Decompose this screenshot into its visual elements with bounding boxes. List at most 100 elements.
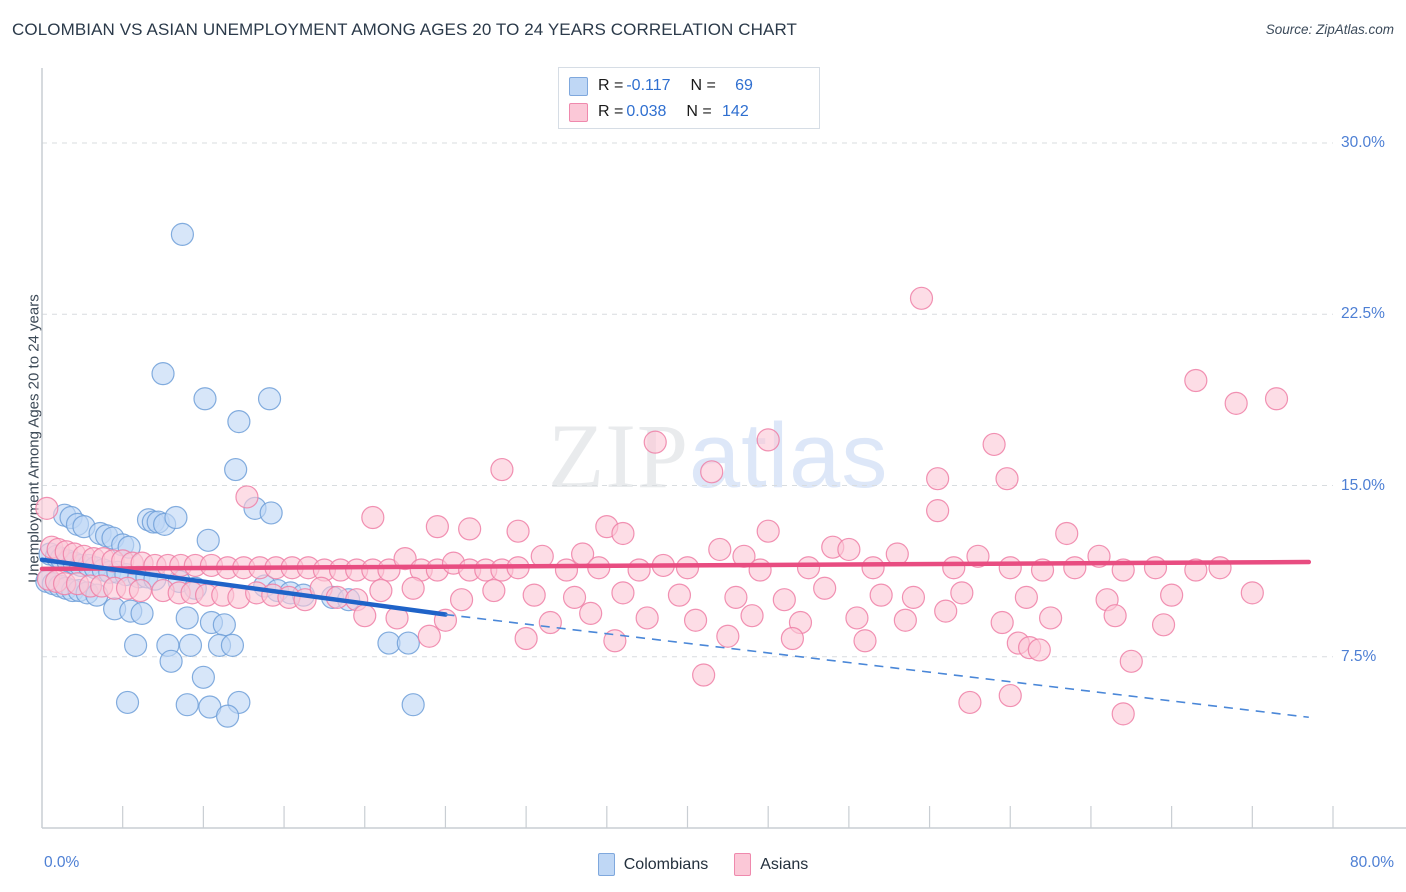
n-label-colombians: N = — [690, 77, 716, 94]
series-points-asians — [35, 286, 1289, 726]
data-point — [1055, 521, 1079, 546]
series-swatch-colombians — [569, 76, 588, 96]
data-point — [942, 556, 966, 580]
data-point — [538, 610, 562, 635]
data-point — [909, 286, 934, 310]
data-point — [1038, 606, 1063, 630]
trendline-asians — [39, 559, 1312, 572]
stats-row-colombians: R = -0.117 N = 69 — [569, 73, 809, 99]
data-point — [1184, 368, 1208, 393]
data-point — [716, 624, 740, 648]
data-point — [377, 631, 401, 655]
data-point — [130, 601, 154, 625]
y-axis-tick-label: 22.5% — [1341, 305, 1385, 323]
data-point — [482, 578, 506, 603]
data-point — [869, 583, 893, 607]
data-point — [151, 362, 175, 386]
data-point — [35, 496, 59, 520]
series-swatch-asians — [569, 102, 588, 122]
correlation-stats-box: R = -0.117 N = 69 R = 0.038 N = 142 — [558, 67, 820, 129]
data-point — [522, 583, 546, 607]
data-point — [756, 519, 780, 543]
data-point — [377, 558, 401, 582]
legend-swatch-asians — [734, 853, 752, 876]
data-point — [353, 604, 377, 628]
data-point — [257, 387, 282, 411]
data-point — [926, 499, 950, 523]
source-attribution: Source: ZipAtlas.com — [1265, 22, 1394, 37]
data-point — [683, 608, 708, 632]
data-point — [417, 624, 441, 648]
data-point — [1160, 583, 1184, 607]
data-point — [861, 556, 885, 580]
data-point — [901, 585, 926, 610]
legend-item-asians[interactable]: Asians — [734, 853, 808, 876]
stats-row-asians: R = 0.038 N = 142 — [569, 99, 809, 125]
n-value-asians: 142 — [722, 103, 749, 120]
data-point — [1103, 604, 1127, 628]
data-point — [1208, 556, 1232, 580]
y-axis-tick-label: 7.5% — [1341, 647, 1377, 665]
r-label-colombians: R = — [598, 77, 624, 94]
legend-label-asians: Asians — [760, 855, 809, 873]
data-point — [562, 585, 587, 610]
data-point — [780, 626, 804, 651]
data-point — [235, 485, 259, 509]
data-point — [178, 633, 203, 657]
data-point — [1224, 391, 1248, 415]
data-point — [554, 558, 579, 582]
n-value-colombians: 69 — [735, 77, 753, 94]
data-point — [401, 576, 425, 600]
data-point — [1151, 613, 1176, 637]
data-point — [700, 460, 724, 484]
data-point — [490, 457, 514, 482]
data-point — [772, 588, 796, 612]
data-point — [175, 606, 199, 630]
data-point — [740, 604, 764, 628]
data-point — [425, 515, 449, 539]
data-point — [128, 578, 153, 603]
data-point — [115, 690, 140, 715]
data-point — [227, 410, 251, 434]
data-point — [401, 693, 425, 717]
data-point — [259, 501, 283, 525]
r-label-asians: R = — [598, 103, 624, 120]
data-point — [995, 467, 1019, 491]
data-point — [159, 649, 183, 673]
data-point — [1264, 387, 1289, 411]
y-axis-tick-label: 15.0% — [1341, 476, 1385, 494]
r-value-asians: 0.038 — [626, 103, 667, 120]
data-point — [675, 556, 700, 580]
data-point — [369, 578, 393, 603]
legend-item-colombians[interactable]: Colombians — [597, 853, 708, 876]
series-points-colombians — [35, 222, 425, 728]
n-label-asians: N = — [686, 103, 712, 120]
chart-legend: Colombians Asians — [0, 853, 1406, 876]
data-point — [724, 585, 748, 610]
data-point — [396, 631, 420, 655]
legend-swatch-colombians — [597, 853, 615, 876]
data-point — [627, 558, 651, 582]
data-point — [643, 430, 667, 454]
data-point — [796, 556, 821, 580]
data-point — [982, 432, 1006, 457]
data-point — [950, 581, 974, 605]
data-point — [635, 606, 659, 630]
data-point — [756, 428, 780, 452]
trendline-colombians — [39, 557, 448, 617]
page-title: COLOMBIAN VS ASIAN UNEMPLOYMENT AMONG AG… — [12, 20, 797, 39]
data-point — [1119, 649, 1143, 673]
data-point — [611, 521, 635, 546]
data-point — [215, 704, 240, 728]
data-point — [998, 683, 1022, 708]
data-point — [449, 588, 474, 612]
trendline-colombians-extension — [445, 613, 1309, 719]
data-point — [224, 457, 248, 482]
data-point — [579, 601, 603, 625]
y-axis-tick-label: 30.0% — [1341, 134, 1385, 152]
data-point — [692, 663, 716, 687]
data-point — [220, 633, 245, 657]
data-point — [708, 537, 732, 562]
